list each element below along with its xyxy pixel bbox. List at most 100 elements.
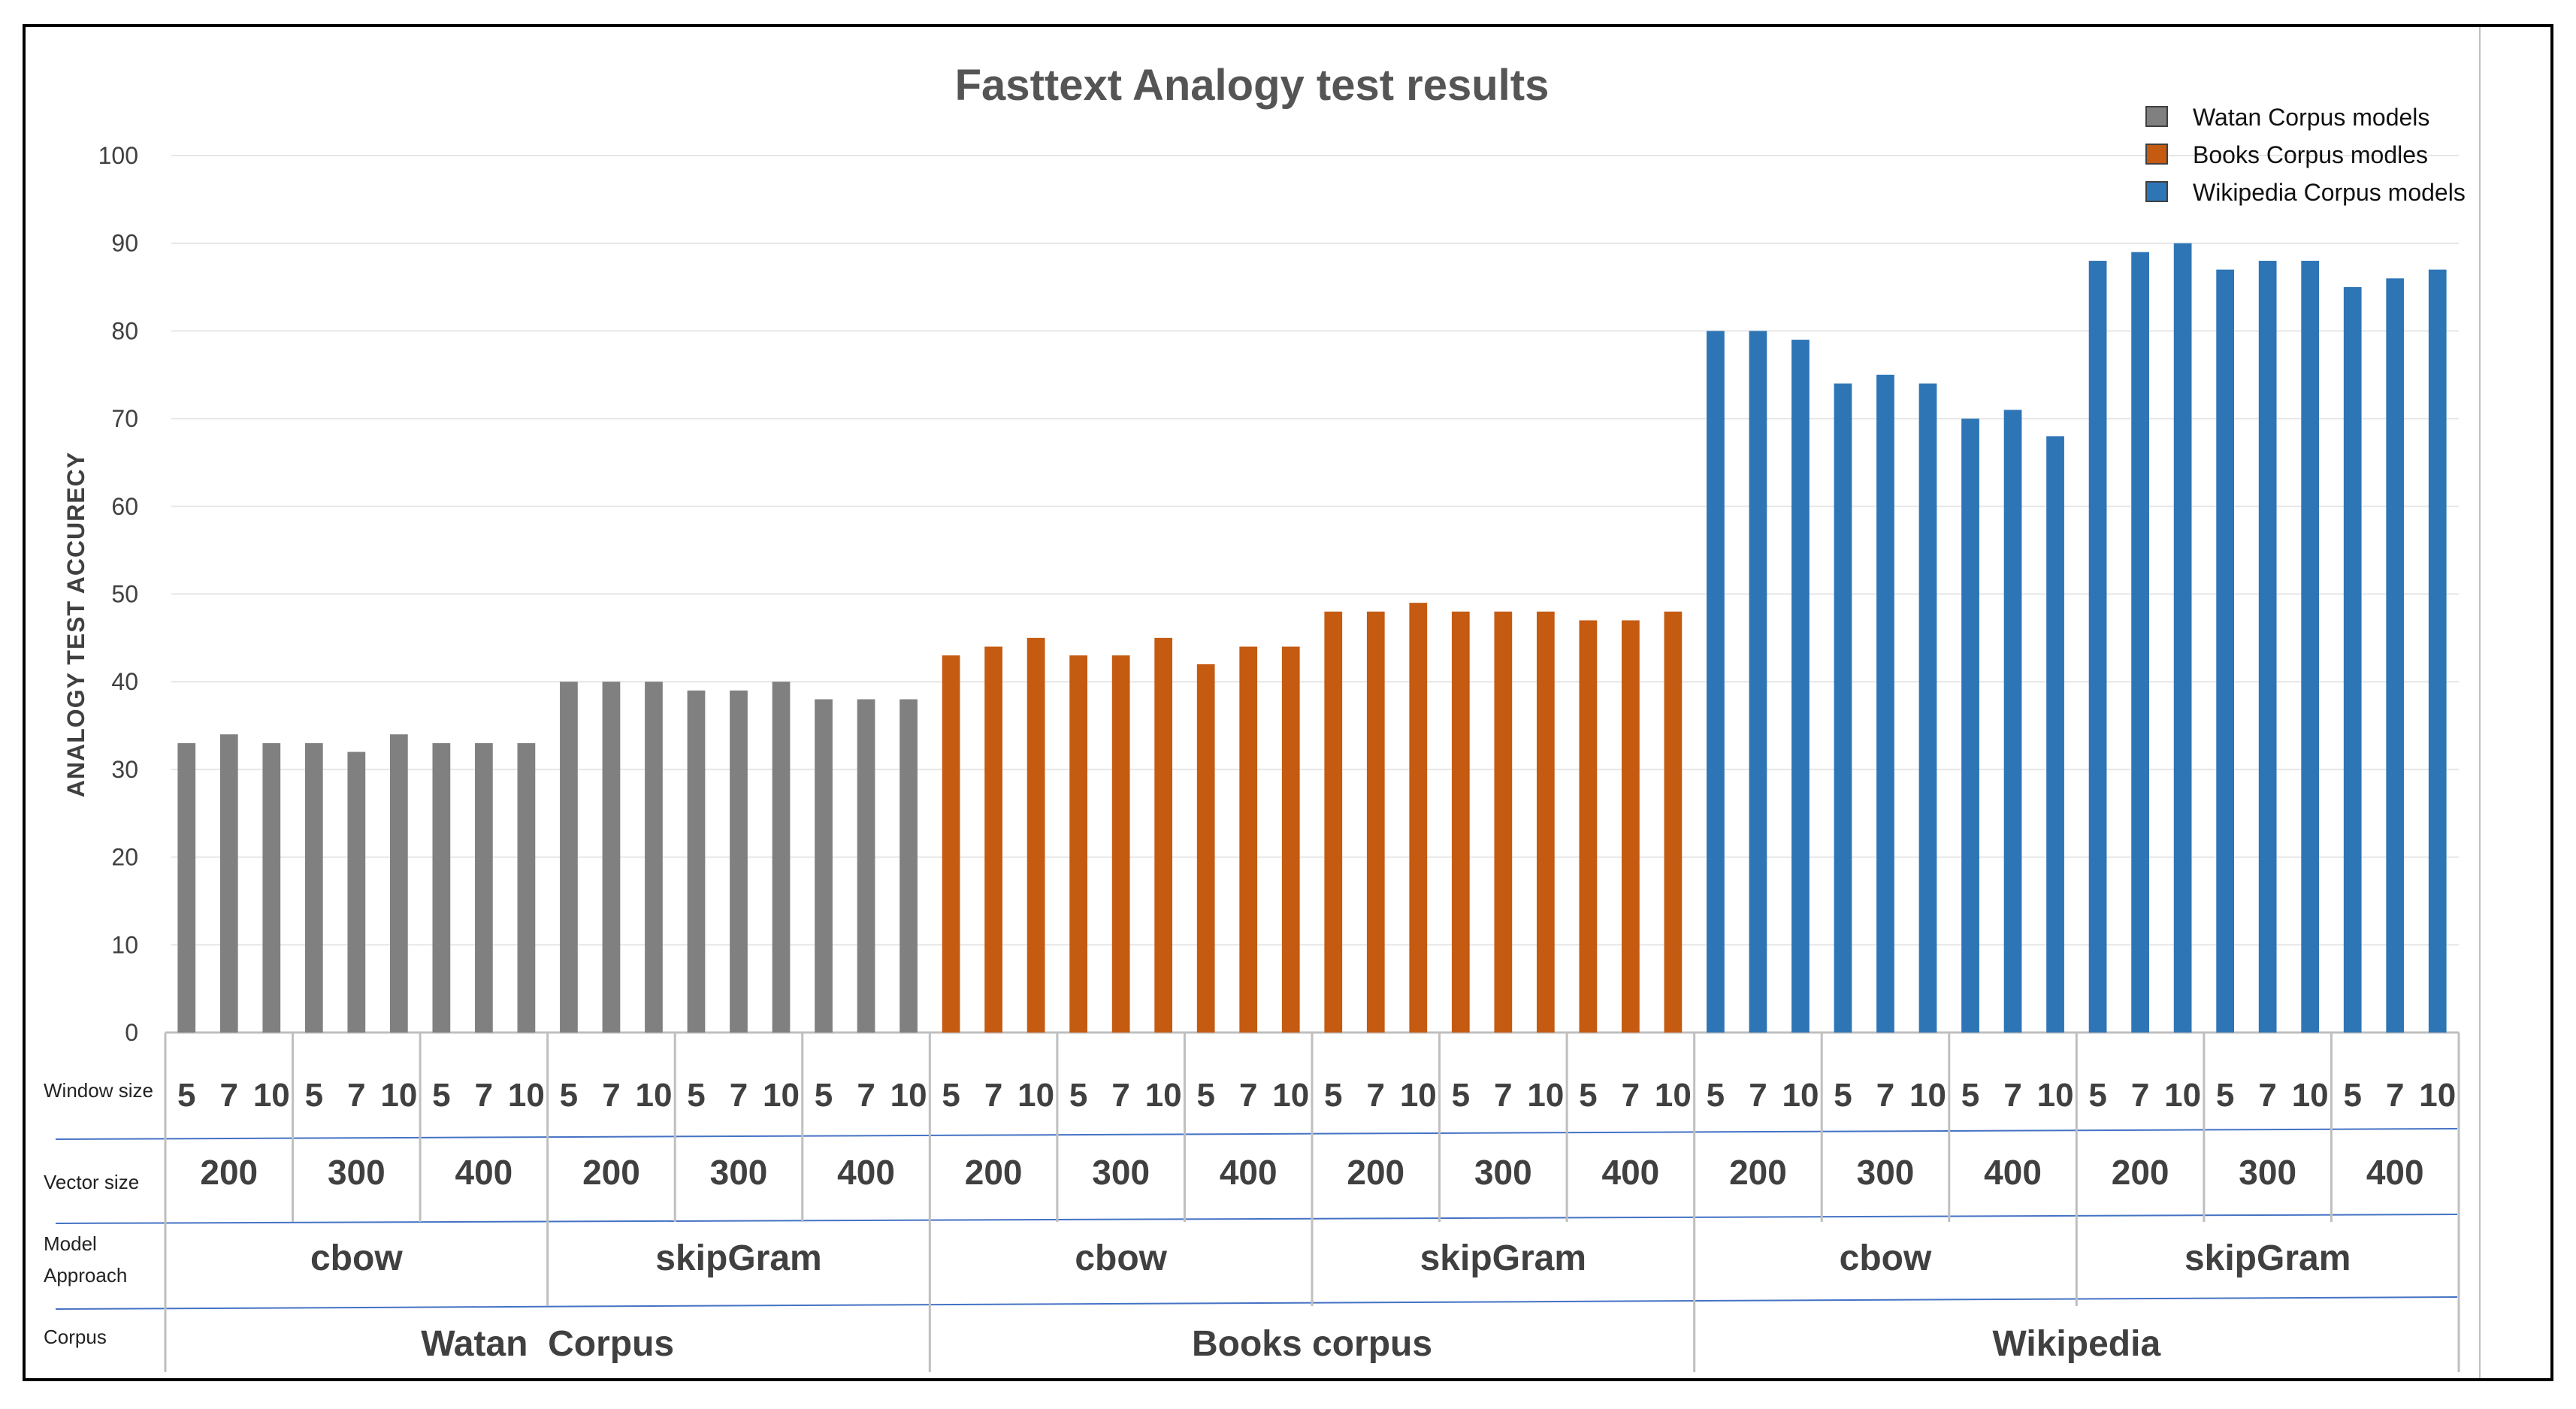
bar bbox=[475, 742, 493, 1033]
window-size-label: 5 bbox=[432, 1077, 450, 1114]
bar bbox=[389, 734, 408, 1033]
window-size-label: 7 bbox=[984, 1077, 1002, 1114]
vector-size-label: 400 bbox=[837, 1153, 895, 1192]
bar bbox=[347, 751, 366, 1033]
bar bbox=[1196, 664, 1215, 1033]
window-size-label: 7 bbox=[1367, 1077, 1385, 1114]
bar bbox=[1536, 611, 1555, 1033]
vector-size-label: 200 bbox=[2112, 1153, 2169, 1192]
window-size-label: 7 bbox=[1239, 1077, 1257, 1114]
window-size-label: 10 bbox=[1272, 1077, 1309, 1114]
window-size-label: 7 bbox=[2003, 1077, 2021, 1114]
window-size-label: 10 bbox=[508, 1077, 545, 1114]
bar bbox=[1154, 637, 1173, 1033]
window-size-label: 7 bbox=[1749, 1077, 1767, 1114]
bar bbox=[219, 734, 238, 1033]
window-size-label: 5 bbox=[1452, 1077, 1470, 1114]
chart-svg: Fasttext Analogy test results ANALOGY TE… bbox=[44, 27, 2481, 1378]
bar bbox=[1791, 340, 1810, 1033]
vector-size-label: 300 bbox=[710, 1153, 768, 1192]
window-size-label: 7 bbox=[2131, 1077, 2149, 1114]
window-size-label: 10 bbox=[763, 1077, 800, 1114]
approach-label: skipGram bbox=[655, 1238, 821, 1278]
window-size-label: 7 bbox=[730, 1077, 748, 1114]
vector-size-label: 300 bbox=[1857, 1153, 1915, 1192]
window-size-label: 10 bbox=[2419, 1077, 2456, 1114]
approach-label: cbow bbox=[1840, 1238, 1932, 1278]
vector-size-label: 200 bbox=[200, 1153, 258, 1192]
bar bbox=[2046, 436, 2064, 1033]
bar bbox=[1111, 655, 1130, 1033]
window-size-label: 5 bbox=[1834, 1077, 1852, 1114]
window-size-label: 5 bbox=[1324, 1077, 1342, 1114]
window-size-label: 5 bbox=[1961, 1077, 1979, 1114]
window-size-label: 7 bbox=[1494, 1077, 1512, 1114]
y-tick-label: 10 bbox=[111, 931, 138, 958]
y-tick-label: 20 bbox=[111, 844, 138, 871]
window-size-label: 5 bbox=[1707, 1077, 1725, 1114]
window-size-label: 10 bbox=[2037, 1077, 2074, 1114]
bar bbox=[730, 690, 748, 1033]
window-size-label: 5 bbox=[1579, 1077, 1597, 1114]
bar bbox=[2088, 261, 2107, 1033]
vector-size-label: 300 bbox=[1092, 1153, 1150, 1192]
vector-size-label: 400 bbox=[1220, 1153, 1277, 1192]
window-size-label: 5 bbox=[1196, 1077, 1214, 1114]
approach-label: cbow bbox=[310, 1238, 403, 1278]
window-size-label: 5 bbox=[305, 1077, 323, 1114]
window-size-label: 10 bbox=[1782, 1077, 1819, 1114]
y-tick-label: 60 bbox=[111, 493, 138, 520]
vector-size-label: 400 bbox=[1602, 1153, 1660, 1192]
window-size-label: 5 bbox=[2216, 1077, 2234, 1114]
bar bbox=[1876, 374, 1894, 1033]
row-label-window-size: Window size bbox=[44, 1079, 153, 1102]
bar bbox=[2428, 269, 2447, 1033]
window-size-label: 5 bbox=[2088, 1077, 2106, 1114]
legend-swatch bbox=[2145, 106, 2168, 127]
bar bbox=[1622, 620, 1640, 1033]
table-row-separator bbox=[55, 1214, 2458, 1224]
window-size-label: 5 bbox=[1069, 1077, 1087, 1114]
bar bbox=[984, 646, 1002, 1033]
bar bbox=[1494, 611, 1513, 1033]
table-row-separator bbox=[55, 1128, 2458, 1140]
bar bbox=[1707, 331, 1725, 1033]
bars bbox=[177, 243, 2447, 1033]
legend-label: Wikipedia Corpus models bbox=[2193, 179, 2466, 206]
bar bbox=[304, 742, 323, 1033]
window-size-label: 7 bbox=[602, 1077, 620, 1114]
bar bbox=[2216, 269, 2235, 1033]
corpus-label: Books corpus bbox=[1192, 1324, 1432, 1364]
row-label-corpus: Corpus bbox=[44, 1326, 107, 1348]
y-tick-label: 90 bbox=[111, 230, 138, 257]
legend-swatch bbox=[2145, 181, 2168, 202]
window-size-label: 10 bbox=[253, 1077, 290, 1114]
y-tick-label: 40 bbox=[111, 668, 138, 695]
y-tick-label: 80 bbox=[111, 317, 138, 344]
window-size-label: 10 bbox=[1017, 1077, 1054, 1114]
category-table: 5 7 10 5 7 10 5 7 10 5 7 10 5 7 10 5 7 10 5 7 10 5 7 10 5 7 10 5 7 10… bbox=[44, 1033, 2460, 1372]
bar bbox=[517, 742, 536, 1033]
approach-label: skipGram bbox=[2184, 1238, 2351, 1278]
bar bbox=[815, 699, 833, 1033]
bar bbox=[432, 742, 451, 1033]
vector-size-label: 200 bbox=[582, 1153, 640, 1192]
window-size-label: 7 bbox=[1876, 1077, 1894, 1114]
bar bbox=[262, 742, 281, 1033]
window-size-label: 7 bbox=[475, 1077, 493, 1114]
table-row-separator bbox=[55, 1296, 2458, 1310]
chart-frame: Fasttext Analogy test results ANALOGY TE… bbox=[23, 24, 2553, 1381]
y-tick-label: 100 bbox=[98, 142, 138, 169]
bar bbox=[1409, 603, 1428, 1033]
bar bbox=[687, 690, 706, 1033]
y-tick-label: 70 bbox=[111, 405, 138, 432]
legend-swatch bbox=[2145, 144, 2168, 165]
approach-label: cbow bbox=[1075, 1238, 1167, 1278]
window-size-label: 10 bbox=[380, 1077, 417, 1114]
window-size-label: 10 bbox=[2292, 1077, 2329, 1114]
vector-size-label: 300 bbox=[1474, 1153, 1532, 1192]
bar bbox=[1239, 646, 1258, 1033]
vector-size-label: 300 bbox=[2239, 1153, 2296, 1192]
legend: Watan Corpus models Books Corpus modles Wi… bbox=[2145, 104, 2466, 206]
y-tick-label: 0 bbox=[125, 1019, 138, 1046]
